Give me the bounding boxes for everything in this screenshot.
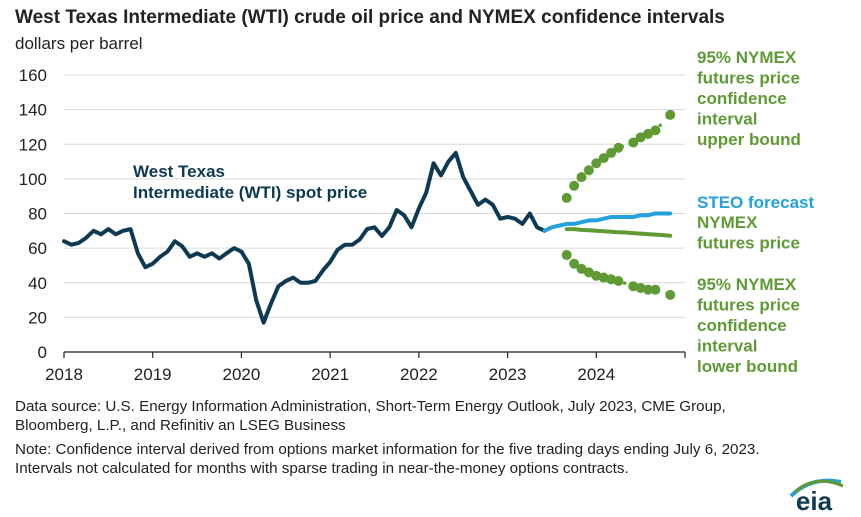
lower-bound-label: interval (697, 337, 757, 356)
lower-bound-point (650, 284, 661, 295)
spot-price-label: Intermediate (WTI) spot price (133, 183, 367, 202)
x-tick-label: 2019 (134, 365, 172, 384)
upper-bound-point (591, 158, 602, 169)
y-tick-label: 100 (19, 170, 47, 189)
upper-bound-point (613, 142, 624, 153)
futures-price-label: futures price (697, 234, 800, 253)
y-tick-label: 160 (19, 66, 47, 85)
upper-bound-point (606, 147, 617, 158)
lower-bound-point (561, 250, 572, 261)
upper-bound-point (583, 165, 594, 176)
data-source-note: Data source: U.S. Energy Information Adm… (15, 398, 726, 434)
y-tick-label: 40 (28, 274, 47, 293)
upper-bound-label: upper bound (697, 130, 801, 149)
upper-bound-point (576, 172, 587, 183)
lower-bound-point (569, 258, 580, 269)
lower-bound-point (613, 276, 624, 287)
lower-bound-label: confidence (697, 316, 787, 335)
steo-forecast-label: STEO forecast (697, 193, 814, 212)
upper-bound-point (569, 180, 580, 191)
eia-logo-icon: eia (789, 478, 844, 514)
upper-bound-point (665, 109, 676, 120)
methodology-note: Note: Confidence interval derived from o… (15, 441, 760, 477)
lower-bound-label: 95% NYMEX (697, 275, 797, 294)
x-tick-label: 2023 (489, 365, 527, 384)
y-tick-label: 20 (28, 308, 47, 327)
upper-bound-point (561, 192, 572, 203)
x-tick-label: 2022 (400, 365, 438, 384)
futures-price-label: NYMEX (697, 213, 758, 232)
upper-bound-label: interval (697, 110, 757, 129)
lower-bound-point (643, 284, 654, 295)
futures-line (564, 227, 673, 238)
spot-line (62, 150, 547, 325)
y-tick-label: 80 (28, 205, 47, 224)
upper-bound-label: 95% NYMEX (697, 48, 797, 67)
upper-bound-label: confidence (697, 89, 787, 108)
svg-text:eia: eia (796, 486, 833, 514)
upper-bound-label: futures price (697, 69, 800, 88)
x-tick-label: 2021 (311, 365, 349, 384)
chart-subtitle: dollars per barrel (15, 34, 143, 53)
chart-title: West Texas Intermediate (WTI) crude oil … (15, 7, 725, 28)
lower-bound-label: lower bound (697, 357, 798, 376)
lower-bound-label: futures price (697, 296, 800, 315)
steo-line (542, 211, 673, 233)
x-tick-label: 2018 (45, 365, 83, 384)
chart-plot: 0 20 40 60 80 100 120 140 160 2018 2019 2020 2021 20… (19, 48, 815, 384)
y-tick-label: 0 (38, 343, 47, 362)
upper-bound-point (650, 125, 661, 136)
spot-price-label: West Texas (133, 162, 225, 181)
x-tick-label: 2024 (577, 365, 615, 384)
upper-bound-point (628, 137, 639, 148)
y-tick-label: 60 (28, 239, 47, 258)
y-tick-label: 140 (19, 101, 47, 120)
upper-bound-point (598, 153, 609, 164)
y-tick-label: 120 (19, 135, 47, 154)
lower-bound-point (665, 289, 676, 300)
x-tick-label: 2020 (223, 365, 261, 384)
